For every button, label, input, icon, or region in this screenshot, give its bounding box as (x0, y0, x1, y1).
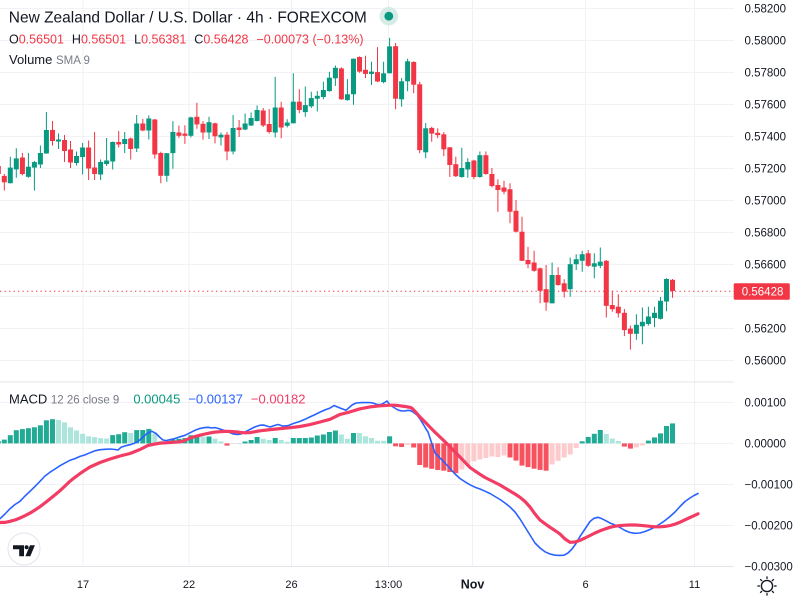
svg-text:New Zealand Dollar / U.S. Doll: New Zealand Dollar / U.S. Dollar · 4h · … (9, 10, 367, 27)
svg-text:0.56600: 0.56600 (745, 260, 787, 272)
svg-text:0.00100: 0.00100 (745, 398, 787, 410)
svg-text:0.57200: 0.57200 (745, 164, 787, 176)
svg-text:0.56800: 0.56800 (745, 228, 787, 240)
svg-text:22: 22 (183, 579, 195, 591)
svg-text:0.00000: 0.00000 (745, 439, 787, 451)
svg-text:13:00: 13:00 (375, 579, 403, 591)
svg-text:17: 17 (77, 579, 89, 591)
svg-text:6: 6 (582, 579, 588, 591)
svg-text:−0.00100: −0.00100 (745, 480, 793, 492)
svg-text:0.58200: 0.58200 (745, 4, 787, 16)
svg-text:0.57600: 0.57600 (745, 100, 787, 112)
svg-text:26: 26 (285, 579, 297, 591)
svg-text:0.57800: 0.57800 (745, 68, 787, 80)
svg-text:−0.00200: −0.00200 (745, 521, 793, 533)
svg-text:−0.00300: −0.00300 (745, 562, 793, 574)
svg-text:0.56428: 0.56428 (742, 287, 784, 299)
svg-text:MACD 12 26 close 90.00045−0.00: MACD 12 26 close 9 0.00045 −0.00137 −0.0018… (9, 392, 306, 407)
svg-text:11: 11 (689, 579, 700, 591)
svg-text:0.56200: 0.56200 (745, 324, 787, 336)
svg-text:0.57000: 0.57000 (745, 196, 787, 208)
svg-text:0.58000: 0.58000 (745, 36, 787, 48)
svg-text:Volume SMA 9: Volume SMA 9 (9, 52, 90, 67)
svg-text:0.57400: 0.57400 (745, 132, 787, 144)
svg-text:Nov: Nov (461, 578, 485, 592)
svg-text:0.56000: 0.56000 (745, 356, 787, 368)
